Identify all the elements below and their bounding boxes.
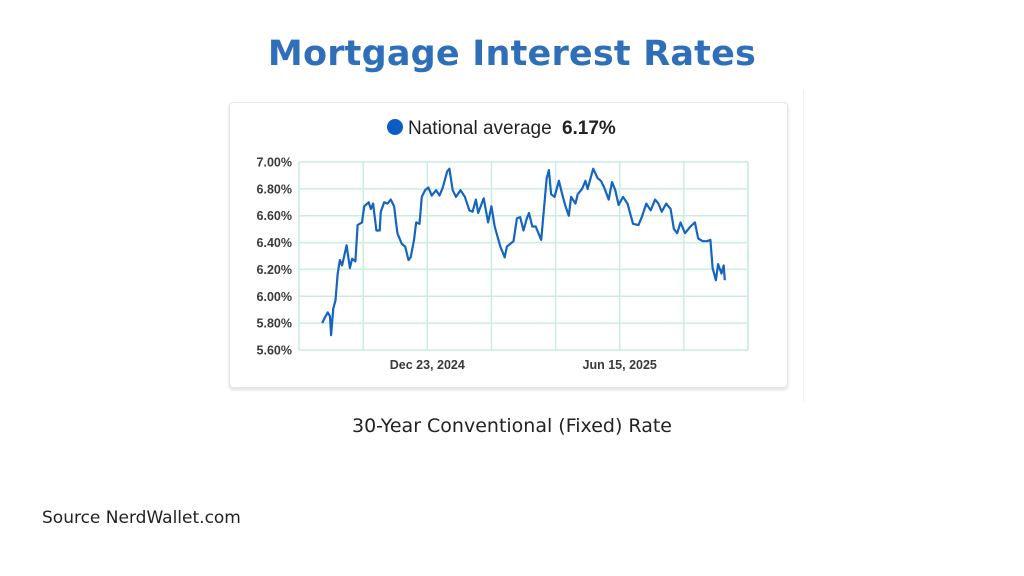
source-note: Source NerdWallet.com bbox=[42, 508, 241, 528]
series-line-national-average bbox=[321, 167, 726, 337]
y-tick-label: 5.80% bbox=[257, 317, 292, 331]
legend: National average 6.17% bbox=[387, 118, 616, 139]
y-tick-label: 5.60% bbox=[257, 344, 292, 358]
y-tick-label: 7.00% bbox=[257, 156, 292, 170]
y-tick-label: 6.60% bbox=[257, 209, 292, 223]
page-title: Mortgage Interest Rates bbox=[267, 34, 757, 74]
x-tick-label: Dec 23, 2024 bbox=[390, 358, 465, 372]
x-axis-ticks: Dec 23, 2024 Jun 15, 2025 bbox=[390, 358, 657, 372]
x-tick-label: Jun 15, 2025 bbox=[583, 358, 657, 372]
y-tick-label: 6.00% bbox=[257, 290, 292, 304]
legend-value: 6.17% bbox=[562, 118, 616, 139]
y-tick-label: 6.80% bbox=[257, 182, 292, 196]
grid bbox=[298, 161, 749, 351]
divider bbox=[803, 90, 804, 402]
chart-subtitle: 30-Year Conventional (Fixed) Rate bbox=[352, 415, 672, 437]
y-tick-label: 6.40% bbox=[257, 236, 292, 250]
legend-dot-icon bbox=[387, 119, 403, 135]
legend-label: National average bbox=[408, 118, 552, 139]
y-tick-label: 6.20% bbox=[257, 263, 292, 277]
y-axis-ticks: 7.00% 6.80% 6.60% 6.40% 6.20% 6.00% 5.80% 5.60% bbox=[257, 156, 292, 358]
svg-text:National average 6.17%: National average 6.17% bbox=[408, 118, 616, 139]
